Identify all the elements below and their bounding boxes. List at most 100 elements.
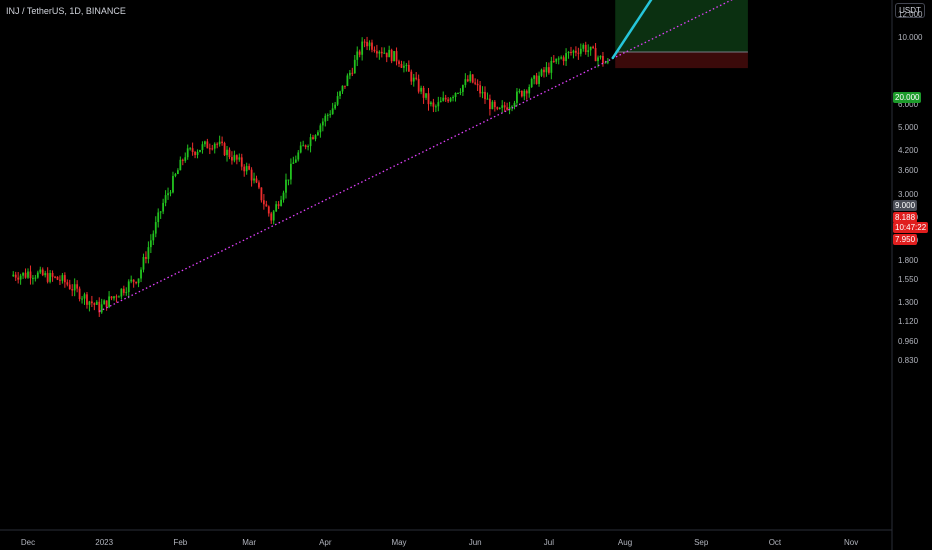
candle-body	[508, 107, 511, 110]
candle-body	[557, 58, 560, 60]
candle-body	[73, 284, 76, 291]
candle-countdown-tag: 10:47:22	[893, 222, 929, 233]
candle-body	[452, 97, 454, 99]
candle-body	[538, 75, 540, 84]
candle-body	[169, 192, 172, 194]
candle-body	[277, 204, 280, 206]
candle-body	[285, 179, 287, 193]
trendline[interactable]	[98, 0, 748, 312]
price-tick-label: 1.120	[898, 317, 919, 327]
candle-body	[176, 170, 179, 175]
candle-body	[493, 101, 496, 108]
candle-body	[459, 91, 462, 93]
price-tick-label: 3.600	[898, 165, 919, 175]
candle-body	[577, 52, 580, 54]
price-tick-label: 4.200	[898, 145, 919, 155]
candle-body	[466, 79, 469, 82]
candle-body	[489, 98, 491, 110]
candle-body	[474, 82, 477, 84]
candle-body	[270, 213, 273, 221]
symbol-title: INJ / TetherUS, 1D, BINANCE	[6, 6, 126, 16]
candle-body	[307, 146, 309, 148]
candle-body	[235, 155, 238, 160]
candle-body	[570, 51, 572, 53]
candle-body	[403, 65, 405, 68]
candle-body	[317, 132, 319, 136]
candle-body	[353, 59, 356, 74]
candle-body	[159, 211, 162, 213]
candle-body	[24, 272, 27, 278]
candle-body	[567, 51, 570, 54]
candle-body	[417, 78, 420, 92]
stop-price-tag: 7.950	[893, 234, 918, 245]
candle-body	[594, 48, 597, 62]
candle-body	[27, 271, 29, 278]
candle-body	[297, 152, 300, 160]
candle-body	[525, 90, 528, 94]
candle-body	[479, 85, 481, 94]
candle-body	[375, 51, 378, 54]
candle-body	[132, 279, 135, 282]
candle-body	[66, 282, 69, 285]
candle-body	[113, 296, 115, 299]
candle-body	[68, 284, 71, 290]
candle-body	[597, 57, 599, 62]
candle-body	[395, 51, 398, 62]
candle-body	[302, 145, 305, 147]
candle-body	[90, 301, 93, 304]
candle-body	[432, 102, 435, 107]
last-price-tag: 8.188	[893, 212, 918, 223]
arrow-annotation[interactable]	[611, 0, 682, 60]
candle-body	[83, 294, 86, 299]
candle-body	[12, 274, 15, 277]
currency-button[interactable]: USDT	[895, 3, 925, 18]
candle-body	[321, 121, 324, 126]
long-position-zones[interactable]	[615, 0, 748, 69]
price-tick-label: 6.000	[898, 99, 919, 109]
price-tick-label: 10.000	[898, 33, 923, 43]
candle-body	[486, 98, 489, 100]
candle-body	[76, 284, 79, 289]
time-tick-label: Apr	[319, 538, 332, 547]
candle-body	[547, 67, 550, 73]
candle-body	[294, 159, 297, 163]
candle-body	[346, 75, 349, 86]
candle-body	[407, 64, 410, 72]
candle-body	[405, 64, 408, 66]
candle-body	[412, 77, 415, 82]
candle-body	[484, 91, 486, 100]
candle-body	[149, 240, 152, 248]
candle-body	[562, 57, 565, 62]
candle-body	[147, 247, 150, 259]
candle-body	[221, 141, 224, 144]
candle-body	[240, 157, 243, 167]
candle-body	[127, 281, 130, 293]
candle-body	[213, 143, 216, 149]
time-tick-label: Feb	[173, 538, 188, 547]
candle-body	[61, 275, 64, 281]
time-tick-label: Aug	[617, 538, 633, 547]
candle-body	[110, 296, 113, 299]
candle-body	[533, 75, 536, 79]
candle-body	[71, 289, 74, 291]
entry-price-tag: 9.000	[893, 200, 918, 211]
candle-body	[233, 155, 236, 161]
candle-body	[415, 77, 418, 79]
candle-body	[427, 93, 430, 105]
candle-body	[309, 137, 312, 147]
candle-body	[530, 78, 533, 88]
candle-body	[516, 91, 518, 103]
candle-body	[88, 301, 91, 305]
candle-body	[339, 91, 341, 97]
candle-body	[140, 269, 142, 279]
candle-body	[174, 174, 177, 176]
candle-body	[181, 159, 184, 161]
candle-body	[208, 148, 211, 150]
candle-body	[602, 55, 604, 64]
candle-body	[118, 296, 120, 298]
candle-body	[545, 67, 548, 73]
candle-body	[265, 204, 268, 207]
candle-body	[579, 48, 582, 54]
time-tick-label: Jul	[543, 538, 554, 547]
